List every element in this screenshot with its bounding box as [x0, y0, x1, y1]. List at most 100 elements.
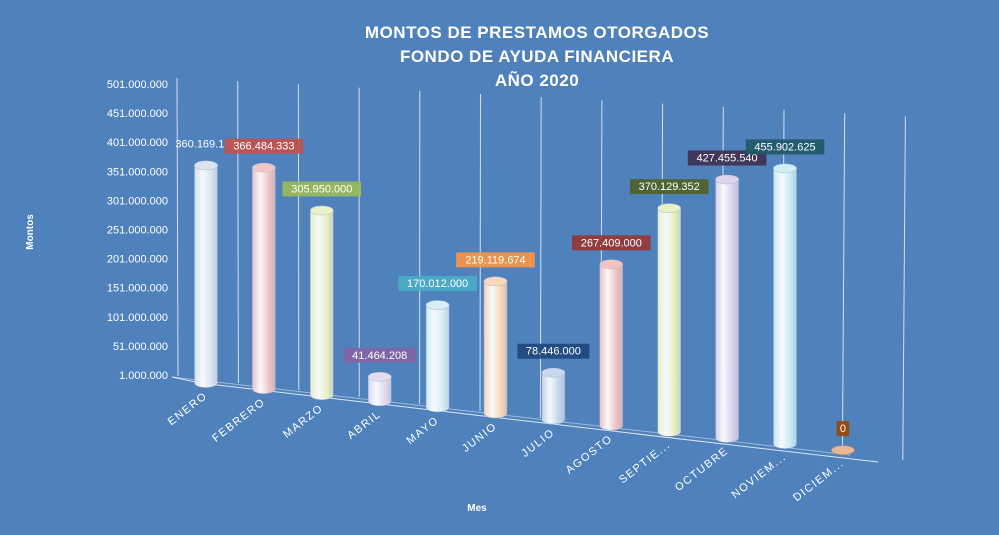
bar-top	[773, 163, 797, 174]
wall-divider-line	[539, 97, 542, 419]
y-tick-label: 1.000.000	[119, 370, 168, 382]
data-label-box	[343, 347, 416, 363]
bar-septie	[657, 203, 682, 437]
x-axis-label: Mes	[467, 503, 487, 514]
data-label-text: 170.012.000	[407, 278, 468, 290]
bar-top	[715, 174, 739, 185]
bar-mayo	[425, 300, 450, 413]
bar-diciem	[831, 445, 855, 455]
data-label-text: 427.455.540	[697, 153, 758, 165]
x-tick-label: MAYO	[404, 414, 441, 447]
data-label-text: 267.409.000	[581, 237, 642, 249]
bar-top	[541, 367, 566, 378]
chart-title: MONTOS DE PRESTAMOS OTORGADOS FONDO DE AY…	[365, 23, 709, 90]
data-label-box	[745, 139, 825, 155]
bar-febrero	[252, 162, 276, 394]
data-label-box	[398, 276, 477, 292]
x-tick-label: MARZO	[281, 402, 326, 441]
bar-octubre	[715, 174, 739, 443]
bar-base	[831, 445, 855, 455]
data-label: 170.012.000	[398, 276, 477, 292]
data-label-text: 370.129.352	[639, 181, 700, 193]
bar-top	[367, 372, 392, 382]
y-tick-label: 501.000.000	[107, 79, 168, 91]
x-tick-label: DICIEM...	[791, 457, 847, 504]
data-label: 455.902.625	[745, 139, 825, 155]
data-label-box	[456, 252, 535, 268]
bars	[194, 160, 855, 455]
bar-julio	[541, 367, 566, 425]
x-tick-label: AGOSTO	[564, 433, 615, 477]
chart-title-line: FONDO DE AYUDA FINANCIERA	[400, 47, 674, 66]
bar-agosto	[599, 259, 624, 431]
data-label-text: 41.464.208	[352, 350, 407, 362]
x-tick-label: JUNIO	[460, 420, 499, 454]
bar-body	[483, 281, 508, 419]
y-tick-label: 251.000.000	[107, 225, 168, 237]
data-label: 305.950.000	[282, 181, 362, 197]
data-label-text: 455.902.625	[754, 141, 815, 153]
data-label: 0	[836, 421, 850, 437]
data-label-box	[836, 421, 850, 437]
y-axis-label: Montos	[25, 214, 36, 250]
bar-body	[194, 165, 218, 388]
data-label: 219.119.674	[456, 252, 535, 268]
chart-title-line: AÑO 2020	[495, 70, 579, 90]
wall-divider-line	[902, 116, 906, 461]
data-label: 370.129.352	[629, 179, 709, 195]
data-label-text: 360.169.159	[175, 138, 236, 150]
bar-top	[425, 300, 450, 310]
data-label-box	[572, 235, 651, 251]
bar-top	[309, 205, 334, 216]
chart-title-line: MONTOS DE PRESTAMOS OTORGADOS	[365, 23, 709, 42]
bar-noviem	[773, 163, 797, 449]
y-tick-label: 151.000.000	[107, 283, 168, 295]
data-label-box	[224, 138, 304, 154]
y-tick-label: 101.000.000	[107, 312, 168, 324]
wall-divider-line	[237, 81, 239, 384]
data-label: 267.409.000	[572, 235, 651, 251]
y-axis-ticks: 501.000.000 451.000.000 401.000.000 351.000…	[107, 79, 168, 382]
bar-body	[715, 179, 739, 443]
bar-body	[367, 376, 392, 407]
x-tick-label: SEPTIE...	[617, 439, 673, 487]
bar-abril	[367, 372, 392, 407]
bar-top	[483, 276, 508, 287]
data-label-box	[629, 179, 709, 195]
y-tick-label: 401.000.000	[107, 137, 168, 149]
data-label: 78.446.000	[517, 343, 590, 359]
bar-body	[657, 207, 681, 437]
data-label-box	[282, 181, 362, 197]
bar-top	[252, 162, 276, 173]
bar-body	[773, 168, 797, 449]
data-label: 41.464.208	[343, 347, 416, 363]
data-label-text: 0	[840, 423, 846, 435]
bar-body	[310, 210, 334, 400]
bar-top	[657, 203, 682, 213]
bar-top	[599, 259, 624, 270]
x-tick-label: FEBRERO	[210, 396, 268, 445]
data-label-text: 78.446.000	[526, 346, 581, 358]
floor-back-edge	[171, 376, 851, 456]
bar-enero	[194, 160, 218, 388]
data-label: 366.484.333	[224, 138, 304, 154]
x-tick-label: ABRIL	[345, 408, 383, 442]
data-label: 360.169.159	[175, 138, 236, 150]
y-tick-label: 201.000.000	[107, 254, 168, 266]
bar-body	[541, 372, 566, 425]
y-tick-label: 301.000.000	[107, 195, 168, 207]
x-tick-label: NOVIEM...	[729, 451, 788, 501]
x-tick-label: OCTUBRE	[673, 445, 731, 494]
bar-body	[599, 264, 624, 431]
bar-junio	[483, 276, 508, 419]
data-label-box	[517, 343, 590, 359]
bar-marzo	[309, 205, 334, 400]
y-tick-label: 351.000.000	[107, 166, 168, 178]
data-label-text: 305.950.000	[291, 183, 352, 195]
bar-body	[252, 167, 276, 394]
wall-divider-line	[841, 113, 846, 454]
data-label-text: 219.119.674	[465, 254, 525, 266]
